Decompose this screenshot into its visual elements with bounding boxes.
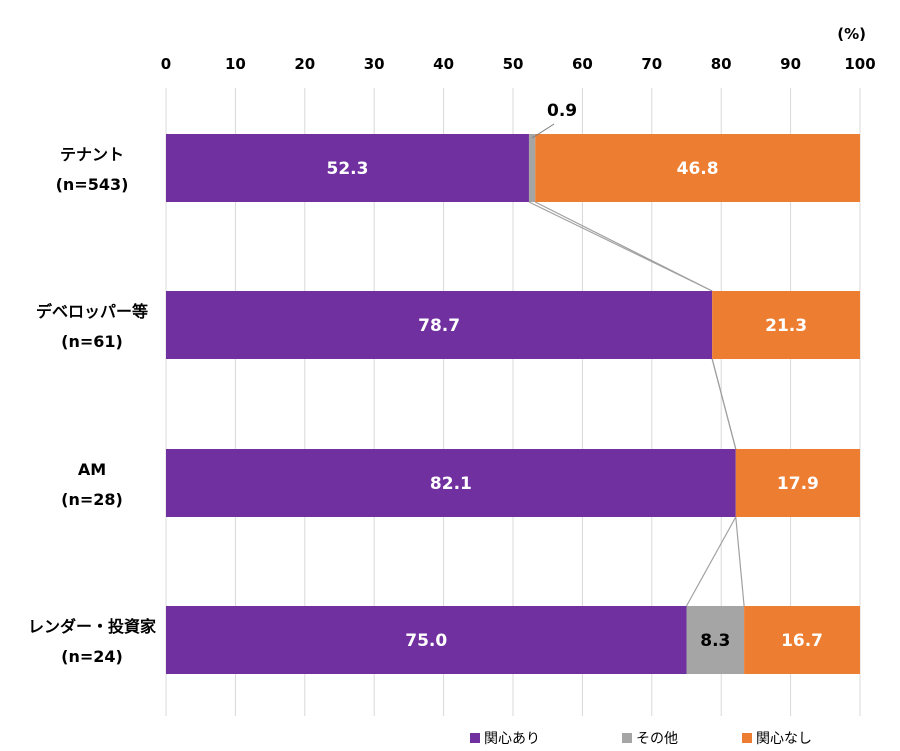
data-label: 46.8 — [677, 159, 719, 179]
series-line — [735, 516, 745, 607]
category-sample-size: (n=24) — [61, 647, 123, 666]
data-label: 0.9 — [547, 101, 577, 121]
bar-segment — [744, 606, 860, 674]
legend-label: その他 — [636, 731, 678, 747]
bar-segment — [166, 449, 736, 517]
legend-swatch — [742, 733, 752, 743]
data-label: 8.3 — [700, 631, 730, 651]
bar-segment — [528, 134, 536, 202]
legend-swatch — [622, 733, 632, 743]
category-sample-size: (n=28) — [61, 490, 123, 509]
series-line — [685, 516, 737, 607]
data-label: 21.3 — [765, 316, 807, 336]
bar-segment — [712, 291, 860, 359]
legend: 関心あり その他 関心なし — [470, 731, 812, 747]
bar-segment — [535, 134, 860, 202]
legend-swatch — [470, 733, 480, 743]
x-tick-label: 100 — [844, 55, 875, 73]
data-labels: 52.3 46.8 78.7 21.3 82.1 17.9 75.0 8.3 16.7 0.9 — [327, 101, 824, 651]
x-tick-label: 40 — [433, 55, 454, 73]
x-tick-label: 90 — [780, 55, 801, 73]
data-label: 17.9 — [777, 474, 819, 494]
bar-segment — [735, 449, 860, 517]
data-label: 78.7 — [418, 316, 460, 336]
bar-segment — [686, 606, 745, 674]
bar-segment — [166, 606, 687, 674]
bar-segment — [166, 291, 713, 359]
category-label: AM — [78, 460, 106, 479]
series-line — [534, 201, 713, 292]
x-tick-label: 60 — [572, 55, 593, 73]
legend-label: 関心なし — [756, 731, 812, 747]
legend-item: 関心あり — [470, 731, 540, 747]
category-label: テナント — [60, 145, 124, 164]
x-tick-label: 50 — [503, 55, 524, 73]
category-label: デベロッパー等 — [36, 302, 148, 321]
bars — [166, 134, 860, 674]
x-tick-label: 30 — [364, 55, 385, 73]
data-label: 82.1 — [430, 474, 472, 494]
x-tick-label: 80 — [711, 55, 732, 73]
legend-item: 関心なし — [742, 731, 812, 747]
data-label: 75.0 — [405, 631, 447, 651]
x-tick-label: 0 — [161, 55, 171, 73]
bar-segment — [166, 134, 529, 202]
x-tick-label: 10 — [225, 55, 246, 73]
series-line — [711, 358, 737, 450]
unit-label: (%) — [837, 25, 866, 43]
data-label: 52.3 — [327, 159, 369, 179]
legend-item: その他 — [622, 731, 678, 747]
category-sample-size: (n=543) — [56, 175, 129, 194]
category-label: レンダー・投資家 — [28, 617, 157, 636]
data-label: 16.7 — [781, 631, 823, 651]
x-tick-label: 70 — [641, 55, 662, 73]
x-axis-tick-labels: 0 10 20 30 40 50 60 70 80 90 100 — [161, 55, 876, 73]
category-sample-size: (n=61) — [61, 332, 123, 351]
category-labels: テナント (n=543) デベロッパー等 (n=61) AM (n=28) レンダー・投資家… — [28, 145, 157, 666]
callout-line — [531, 123, 555, 139]
x-tick-label: 20 — [294, 55, 315, 73]
series-lines — [528, 201, 745, 607]
legend-label: 関心あり — [484, 731, 540, 747]
